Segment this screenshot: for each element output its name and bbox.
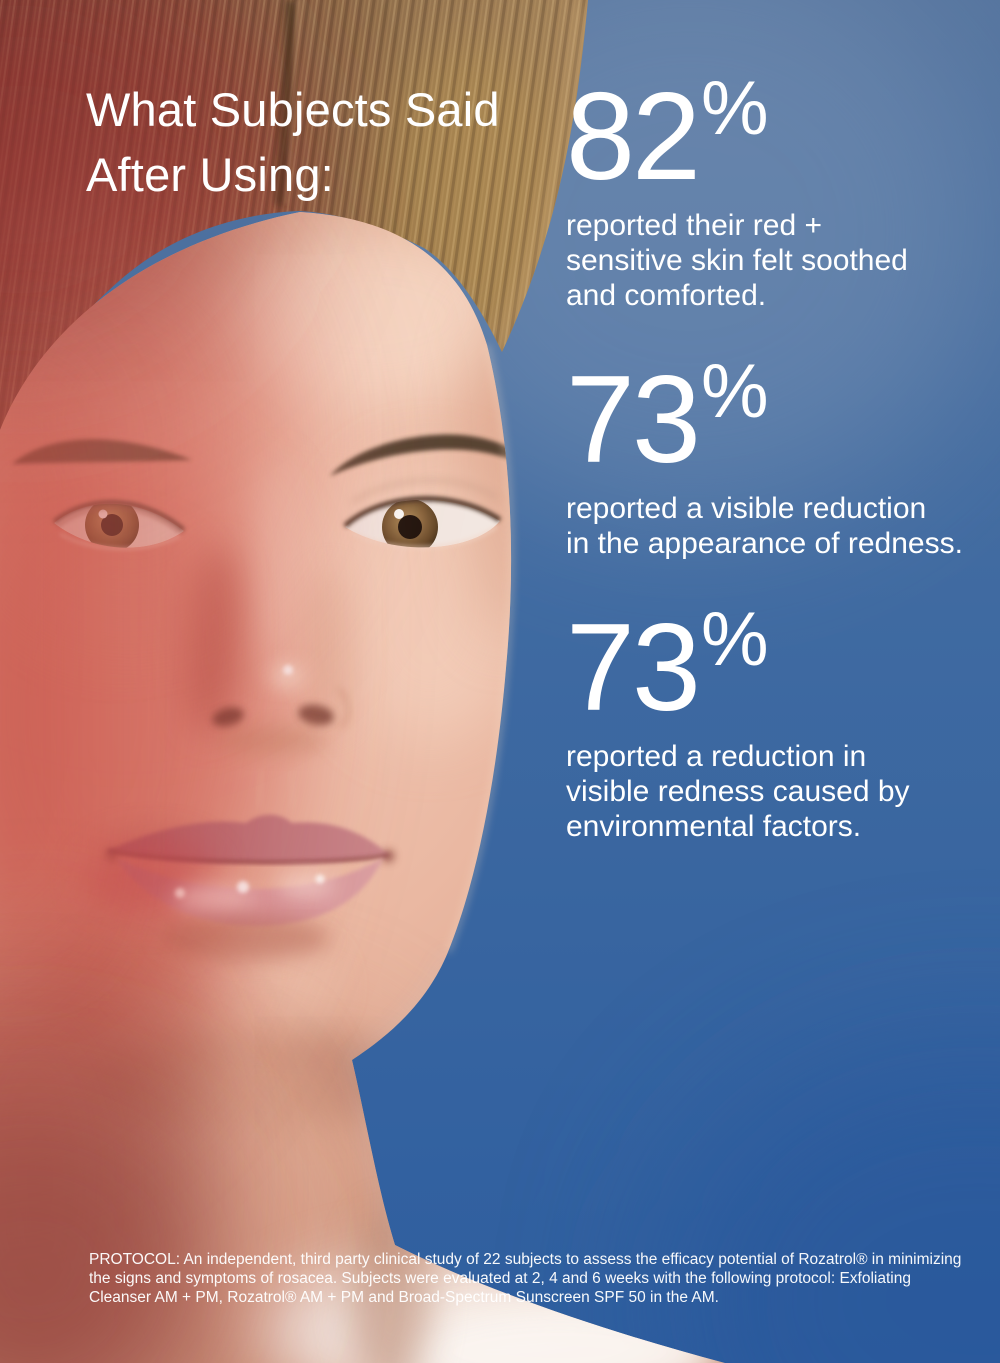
hair-part-line	[274, 0, 296, 207]
stat-description-line: in the appearance of redness.	[566, 526, 963, 560]
right-eyebrow	[330, 434, 540, 476]
stat-value: 82 %	[566, 68, 908, 206]
stat-block-environmental: 73 % reported a reduction in visible red…	[566, 599, 910, 844]
stat-description-line: sensitive skin felt soothed	[566, 243, 908, 277]
page-title: What Subjects Said After Using:	[86, 78, 500, 208]
stat-description: reported their red + sensitive skin felt…	[566, 209, 908, 313]
right-nostril	[298, 704, 334, 726]
stat-description: reported a reduction in visible redness …	[566, 740, 910, 844]
stat-description-line: reported a visible reduction	[566, 492, 927, 525]
stat-value: 73 %	[566, 351, 963, 489]
stat-value: 73 %	[566, 599, 910, 737]
protocol-footnote: PROTOCOL: An independent, third party cl…	[89, 1250, 961, 1308]
stat-digits: 73	[566, 351, 701, 489]
stat-digits: 73	[566, 599, 701, 737]
percent-sign: %	[700, 349, 769, 434]
stat-block-soothed: 82 % reported their red + sensitive skin…	[566, 68, 908, 313]
face-rim-light	[445, 344, 514, 953]
stat-digits: 82	[566, 68, 701, 206]
protocol-line: the signs and symptoms of rosacea. Subje…	[89, 1270, 911, 1288]
percent-sign: %	[700, 66, 769, 151]
stat-description-line: visible redness caused by	[566, 774, 910, 808]
stat-block-visible-reduction: 73 % reported a visible reduction in the…	[566, 351, 963, 562]
background-corner-shade	[660, 1040, 1000, 1363]
protocol-line: Cleanser AM + PM, Rozatrol® AM + PM and …	[89, 1289, 719, 1307]
percent-sign: %	[700, 597, 769, 682]
stat-description-line: and comforted.	[566, 278, 767, 312]
stat-description: reported a visible reduction in the appe…	[566, 492, 963, 562]
page-title-line1: What Subjects Said	[86, 83, 500, 136]
right-eye	[343, 478, 502, 549]
red-light-wash	[0, 0, 320, 1363]
stat-description-line: reported their red +	[566, 209, 822, 242]
stat-description-line: reported a reduction in	[566, 740, 867, 773]
stat-description-line: environmental factors.	[566, 809, 862, 843]
page-title-line2: After Using:	[86, 147, 334, 201]
protocol-line: PROTOCOL: An independent, third party cl…	[89, 1251, 962, 1268]
